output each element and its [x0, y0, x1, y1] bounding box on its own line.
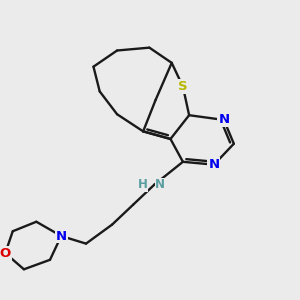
- Text: N: N: [208, 158, 220, 171]
- Text: S: S: [178, 80, 188, 93]
- Text: N: N: [155, 178, 165, 191]
- Text: N: N: [56, 230, 67, 242]
- Text: N: N: [218, 113, 230, 126]
- Text: H: H: [137, 178, 147, 191]
- Text: O: O: [0, 247, 11, 260]
